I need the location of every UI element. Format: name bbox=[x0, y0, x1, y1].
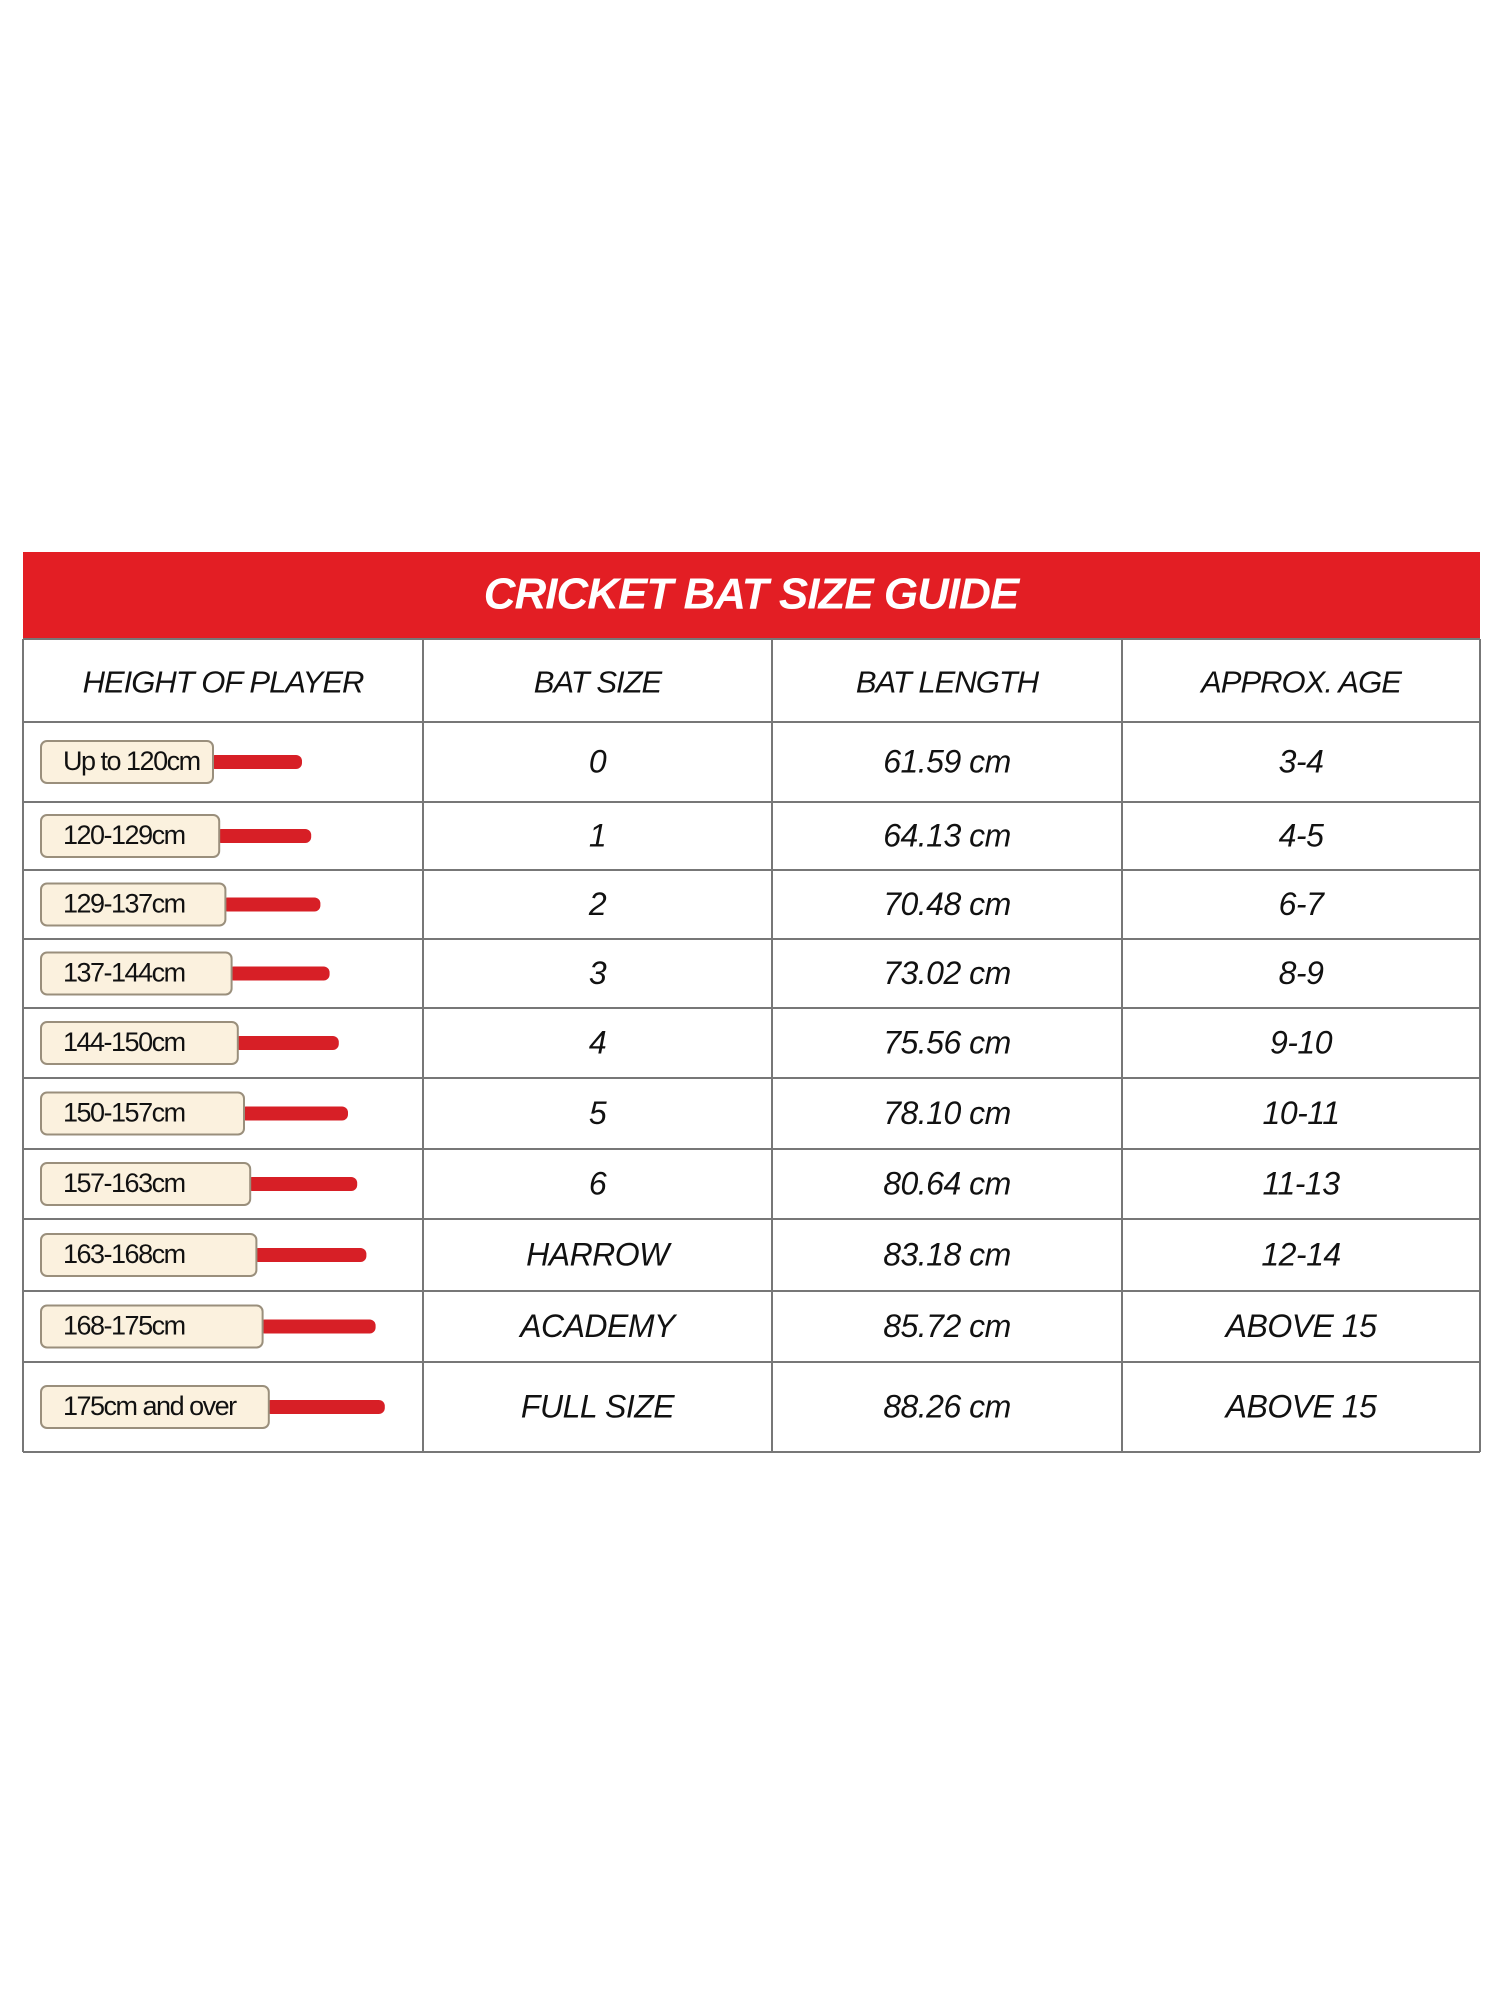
table-cell: FULL SIZE bbox=[521, 1388, 675, 1424]
bat-handle bbox=[246, 1177, 358, 1191]
table-cell: 80.64 cm bbox=[883, 1165, 1011, 1201]
table-cell: 10-11 bbox=[1263, 1095, 1340, 1131]
table-cell: 8-9 bbox=[1279, 955, 1324, 991]
bat-blade bbox=[40, 1233, 258, 1277]
table-cell: 61.59 cm bbox=[883, 743, 1011, 779]
bat-handle bbox=[240, 1106, 348, 1121]
height-label: 157-163cm bbox=[63, 1168, 185, 1198]
bat-handle bbox=[221, 897, 321, 912]
table-cell: 70.48 cm bbox=[883, 886, 1011, 922]
table-cell: 75.56 cm bbox=[883, 1024, 1011, 1060]
title-bar bbox=[23, 552, 1480, 639]
table-cell: ABOVE 15 bbox=[1224, 1388, 1377, 1424]
bat-blade bbox=[40, 1162, 252, 1206]
table-cell: 9-10 bbox=[1270, 1024, 1333, 1060]
column-header: BAT SIZE bbox=[534, 665, 663, 700]
bat-blade bbox=[40, 1021, 239, 1065]
table-cell: 4 bbox=[589, 1024, 606, 1060]
height-label: 120-129cm bbox=[63, 820, 185, 850]
table-cell: 1 bbox=[589, 817, 606, 853]
bat-handle bbox=[209, 755, 302, 769]
column-header: HEIGHT OF PLAYER bbox=[83, 665, 364, 700]
bat-handle bbox=[258, 1319, 376, 1334]
table-cell: 64.13 cm bbox=[883, 817, 1011, 853]
bat-handle bbox=[227, 966, 330, 981]
table-cell: 3-4 bbox=[1279, 743, 1324, 779]
table-cell: 78.10 cm bbox=[883, 1095, 1011, 1131]
bat-blade bbox=[40, 951, 233, 996]
height-label: 129-137cm bbox=[63, 889, 185, 919]
bat-blade bbox=[40, 1304, 264, 1349]
bat-handle bbox=[215, 829, 312, 843]
table-cell: 88.26 cm bbox=[883, 1388, 1011, 1424]
table-cell: 3 bbox=[589, 955, 607, 991]
bat-blade bbox=[40, 882, 227, 927]
column-header: APPROX. AGE bbox=[1199, 665, 1402, 700]
height-label: 163-168cm bbox=[63, 1239, 185, 1269]
table-cell: 0 bbox=[589, 743, 607, 779]
table-cell: ABOVE 15 bbox=[1224, 1308, 1377, 1344]
table-cell: 83.18 cm bbox=[883, 1236, 1011, 1272]
bat-blade bbox=[40, 1091, 245, 1136]
table-cell: 11-13 bbox=[1263, 1165, 1341, 1201]
height-label: 175cm and over bbox=[63, 1391, 237, 1421]
height-label: 150-157cm bbox=[63, 1098, 185, 1128]
table-cell: 12-14 bbox=[1261, 1236, 1340, 1272]
column-header: BAT LENGTH bbox=[856, 665, 1040, 700]
table-cell: 5 bbox=[589, 1095, 607, 1131]
bat-handle bbox=[264, 1400, 385, 1414]
height-label: 137-144cm bbox=[63, 958, 185, 988]
table-cell: HARROW bbox=[526, 1236, 672, 1272]
height-label: 168-175cm bbox=[63, 1311, 185, 1341]
table-cell: ACADEMY bbox=[518, 1308, 678, 1344]
table-cell: 2 bbox=[588, 886, 607, 922]
bat-blade bbox=[40, 814, 221, 858]
height-label: 144-150cm bbox=[63, 1027, 185, 1057]
bat-handle bbox=[233, 1036, 339, 1050]
table-cell: 4-5 bbox=[1279, 817, 1324, 853]
table-cell: 85.72 cm bbox=[883, 1308, 1011, 1344]
table-cell: 73.02 cm bbox=[883, 955, 1011, 991]
table-cell: 6 bbox=[589, 1165, 607, 1201]
bat-blade bbox=[40, 1385, 270, 1429]
table-cell: 6-7 bbox=[1279, 886, 1325, 922]
height-label: Up to 120cm bbox=[63, 746, 200, 776]
title: CRICKET BAT SIZE GUIDE bbox=[484, 570, 1021, 619]
bat-blade bbox=[40, 740, 214, 784]
bat-handle bbox=[252, 1248, 367, 1262]
